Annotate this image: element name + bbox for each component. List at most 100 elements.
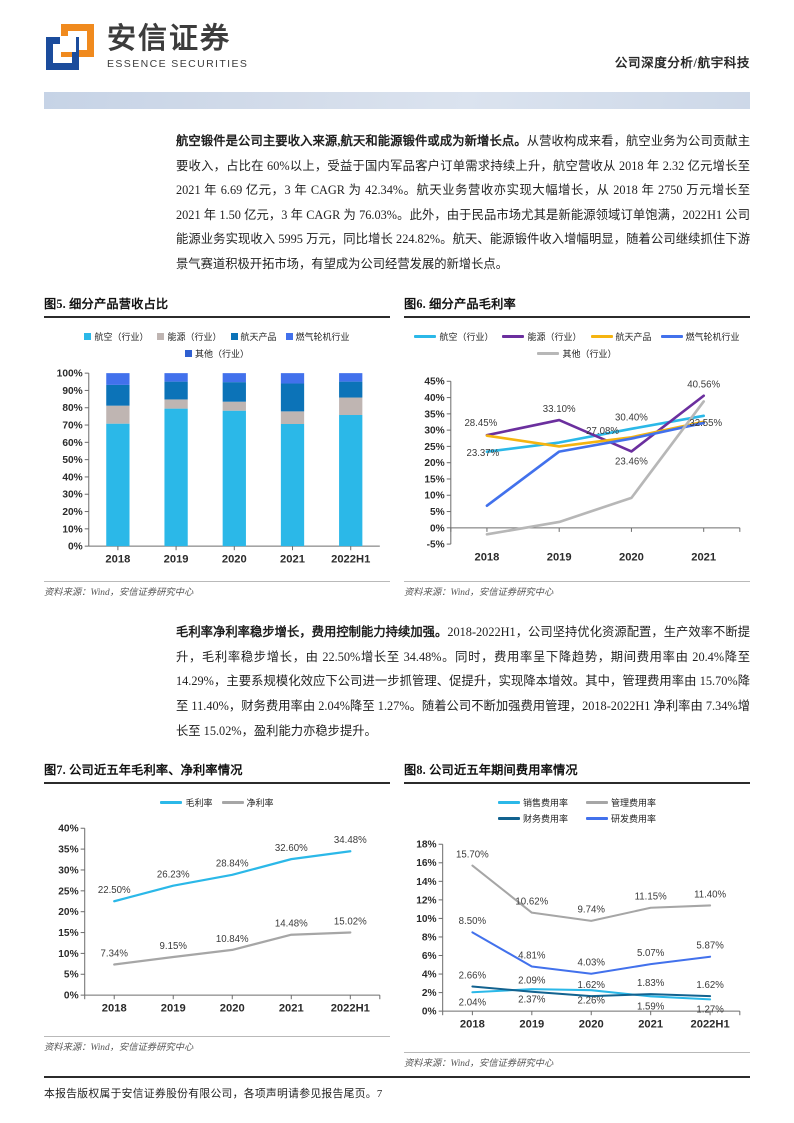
breadcrumb: 公司深度分析/航宇科技 bbox=[614, 56, 750, 70]
legend-label: 其他（行业） bbox=[194, 348, 249, 359]
svg-text:2.66%: 2.66% bbox=[459, 971, 487, 982]
legend-item: 航天产品 bbox=[230, 330, 277, 343]
figure-5-legend: 航空（行业） 能源（行业） 航天产品 燃气轮机行业 bbox=[44, 324, 390, 365]
svg-text:5.07%: 5.07% bbox=[637, 948, 665, 959]
svg-text:9.74%: 9.74% bbox=[578, 905, 606, 916]
legend-label: 能源（行业） bbox=[167, 331, 222, 342]
legend-label: 航天产品 bbox=[615, 331, 652, 342]
figure-5-rule bbox=[44, 315, 390, 318]
figure-6: 图6. 细分产品毛利率 航空（行业） 能源（行业） 航天产品 bbox=[404, 294, 750, 598]
legend-swatch-icon bbox=[184, 349, 192, 357]
legend-swatch-icon bbox=[285, 332, 293, 340]
svg-text:2020: 2020 bbox=[220, 1003, 245, 1015]
legend-swatch-icon bbox=[157, 332, 165, 340]
svg-text:10.84%: 10.84% bbox=[216, 934, 249, 945]
legend-line-icon bbox=[221, 801, 244, 805]
svg-text:0%: 0% bbox=[422, 1007, 437, 1018]
legend-label: 航空（行业） bbox=[439, 331, 494, 342]
svg-text:2020: 2020 bbox=[579, 1019, 604, 1031]
legend-label: 毛利率 bbox=[185, 798, 213, 809]
svg-text:2.04%: 2.04% bbox=[459, 998, 487, 1009]
svg-text:2022H1: 2022H1 bbox=[690, 1019, 729, 1031]
svg-text:15%: 15% bbox=[58, 928, 78, 939]
paragraph-1-lead: 航空锻件是公司主要收入来源,航天和能源锻件或成为新增长点。 bbox=[176, 134, 527, 148]
svg-text:2018: 2018 bbox=[474, 551, 499, 563]
legend-swatch-icon bbox=[230, 332, 238, 340]
svg-text:15%: 15% bbox=[424, 474, 444, 485]
svg-text:14%: 14% bbox=[416, 877, 436, 888]
figure-6-rule bbox=[404, 315, 750, 318]
figure-6-plot: -5% 0% 5% 10% 15% 20% 25% 30% 35% 40% 45% 2018 2019 2… bbox=[404, 365, 750, 579]
svg-text:80%: 80% bbox=[62, 403, 82, 414]
paragraph-2-body: 2018-2022H1，公司坚持优化资源配置，生产效率不断提升，毛利率稳步增长，… bbox=[176, 625, 750, 738]
svg-text:23.46%: 23.46% bbox=[615, 456, 648, 467]
svg-text:0%: 0% bbox=[68, 541, 83, 552]
svg-text:1.59%: 1.59% bbox=[637, 1002, 665, 1013]
figure-8-title: 图8. 公司近五年期间费用率情况 bbox=[404, 763, 578, 778]
svg-text:5%: 5% bbox=[64, 970, 79, 981]
svg-text:2020: 2020 bbox=[619, 551, 644, 563]
figure-5-plot: 0% 10% 20% 30% 40% 50% 60% 70% 80% 90% 100% 2018 201… bbox=[44, 365, 390, 579]
svg-text:2019: 2019 bbox=[161, 1003, 186, 1015]
svg-text:2018: 2018 bbox=[105, 553, 130, 565]
figure-8: 图8. 公司近五年期间费用率情况 销售费用率 管理费用率 财务费用率 bbox=[404, 760, 750, 1069]
svg-text:1.62%: 1.62% bbox=[696, 980, 724, 991]
figure-5-title: 图5. 细分产品营收占比 bbox=[44, 296, 169, 311]
svg-text:0%: 0% bbox=[430, 523, 445, 534]
svg-text:10%: 10% bbox=[58, 949, 78, 960]
svg-text:30%: 30% bbox=[58, 866, 78, 877]
brand-logo: 安信证券 ESSENCE SECURITIES bbox=[44, 22, 248, 72]
legend-item: 航空（行业） bbox=[84, 330, 148, 343]
svg-text:1.27%: 1.27% bbox=[696, 1005, 724, 1016]
legend-item: 其他（行业） bbox=[184, 347, 249, 360]
svg-text:2.37%: 2.37% bbox=[518, 995, 546, 1006]
figure-7: 图7. 公司近五年毛利率、净利率情况 毛利率 净利率 0% 5% 10% 15% 20%… bbox=[44, 760, 390, 1069]
svg-text:70%: 70% bbox=[62, 420, 82, 431]
legend-label: 销售费用率 bbox=[522, 798, 568, 809]
figure-8-plot: 0% 2% 4% 6% 8% 10% 12% 14% 16% 18% 2018 2019 2020 202… bbox=[404, 830, 750, 1049]
svg-text:33.10%: 33.10% bbox=[543, 403, 576, 414]
svg-text:2021: 2021 bbox=[280, 553, 305, 565]
svg-text:40%: 40% bbox=[62, 472, 82, 483]
svg-text:32.60%: 32.60% bbox=[275, 843, 308, 854]
svg-text:7.34%: 7.34% bbox=[101, 949, 129, 960]
svg-text:14.48%: 14.48% bbox=[275, 919, 308, 930]
paragraph-margin-and-expense: 毛利率净利率稳步增长，费用控制能力持续加强。2018-2022H1，公司坚持优化… bbox=[44, 620, 750, 743]
svg-text:2019: 2019 bbox=[547, 551, 572, 563]
figure-7-legend: 毛利率 净利率 bbox=[44, 790, 390, 814]
svg-text:2%: 2% bbox=[422, 988, 437, 999]
legend-line-icon bbox=[586, 817, 608, 821]
figure-5: 图5. 细分产品营收占比 航空（行业） 能源（行业） 航天产品 bbox=[44, 294, 390, 598]
legend-item: 航空（行业） bbox=[414, 330, 493, 343]
svg-text:50%: 50% bbox=[62, 455, 82, 466]
svg-text:5.87%: 5.87% bbox=[696, 941, 724, 952]
svg-text:40%: 40% bbox=[58, 824, 78, 835]
svg-text:100%: 100% bbox=[57, 368, 83, 379]
paragraph-1-body: 从营收构成来看，航空业务为公司贡献主要收入，占比在 60%以上，受益于国内军品客… bbox=[176, 134, 750, 271]
svg-text:26.23%: 26.23% bbox=[157, 870, 190, 881]
svg-text:11.15%: 11.15% bbox=[635, 892, 667, 903]
legend-item: 管理费用率 bbox=[586, 796, 656, 809]
legend-line-icon bbox=[586, 801, 608, 805]
svg-text:40.56%: 40.56% bbox=[687, 379, 720, 390]
legend-item: 航天产品 bbox=[590, 330, 652, 343]
figure-8-rule bbox=[404, 782, 750, 785]
figure-6-title: 图6. 细分产品毛利率 bbox=[404, 296, 516, 311]
footer-disclaimer: 本报告版权属于安信证券股份有限公司，各项声明请参见报告尾页。7 bbox=[44, 1088, 383, 1100]
brand-name-en: ESSENCE SECURITIES bbox=[107, 57, 249, 70]
paragraph-revenue-structure: 航空锻件是公司主要收入来源,航天和能源锻件或成为新增长点。从营收构成来看，航空业… bbox=[44, 129, 750, 277]
legend-line-icon bbox=[660, 334, 683, 338]
legend-item: 其他（行业） bbox=[537, 347, 617, 360]
legend-label: 净利率 bbox=[246, 798, 274, 809]
svg-text:1.62%: 1.62% bbox=[578, 980, 606, 991]
svg-text:2021: 2021 bbox=[638, 1019, 663, 1031]
svg-text:20%: 20% bbox=[58, 907, 78, 918]
svg-text:15.70%: 15.70% bbox=[456, 850, 489, 861]
legend-label: 航空（行业） bbox=[94, 331, 149, 342]
svg-text:10%: 10% bbox=[62, 524, 82, 535]
svg-text:2020: 2020 bbox=[222, 553, 247, 565]
svg-text:18%: 18% bbox=[416, 840, 436, 851]
figure-7-source: 资料来源：Wind，安信证券研究中心 bbox=[44, 1036, 390, 1053]
svg-text:-5%: -5% bbox=[427, 539, 445, 550]
